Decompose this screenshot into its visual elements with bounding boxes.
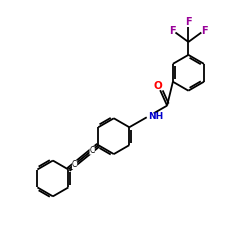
Text: O: O [154,81,162,91]
Text: F: F [169,26,175,36]
Text: C: C [72,160,77,169]
Text: NH: NH [148,112,163,121]
Text: F: F [201,26,208,36]
Text: C: C [90,146,95,155]
Text: F: F [185,16,192,26]
